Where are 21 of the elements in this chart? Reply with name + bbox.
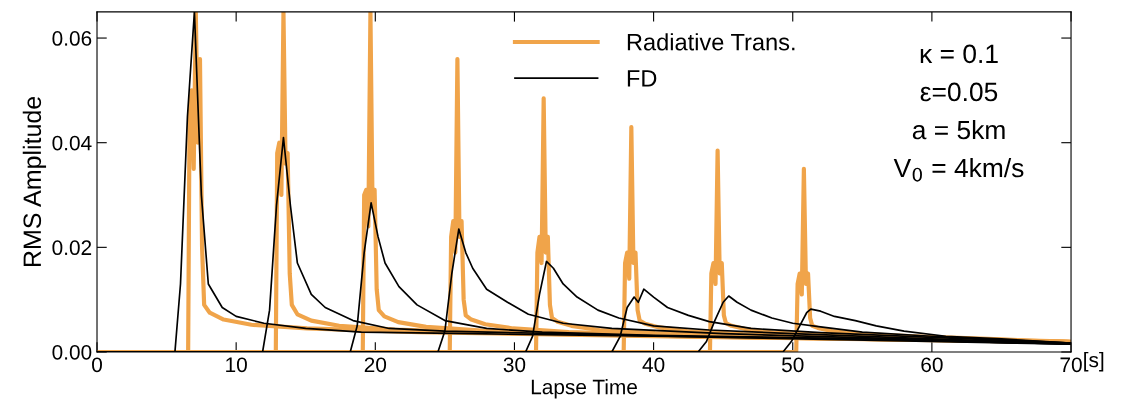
x-tick-label: 50 bbox=[781, 357, 804, 373]
x-tick-label: 70 bbox=[1060, 357, 1082, 373]
legend-label: Radiative Trans. bbox=[627, 33, 795, 51]
annotation: V$_{0}$ = 4km/s bbox=[893, 157, 1024, 182]
y-tick-label: 0.06 bbox=[52, 31, 92, 46]
y-axis-title: RMS Amplitude bbox=[22, 96, 47, 267]
text: [s] bbox=[1084, 351, 1104, 372]
x-axis-title: Lapse Time bbox=[531, 379, 637, 399]
x-tick-label: 40 bbox=[642, 357, 665, 373]
legend-label: FD bbox=[627, 70, 657, 87]
x-tick-label: 0 bbox=[92, 357, 102, 373]
y-tick-label: 0.02 bbox=[52, 240, 92, 256]
y-tick-label: 0.04 bbox=[52, 135, 92, 151]
annotation: κ = 0.1 bbox=[920, 44, 998, 64]
y-tick-label: 0.00 bbox=[52, 344, 92, 360]
x-tick-label: 30 bbox=[503, 357, 526, 373]
annotation: ε=0.05 bbox=[920, 82, 998, 102]
x-tick-label: 10 bbox=[226, 357, 247, 373]
annotation: a = 5km bbox=[912, 119, 1005, 140]
x-tick-label: 60 bbox=[921, 357, 943, 373]
x-tick-label: 20 bbox=[364, 357, 387, 373]
